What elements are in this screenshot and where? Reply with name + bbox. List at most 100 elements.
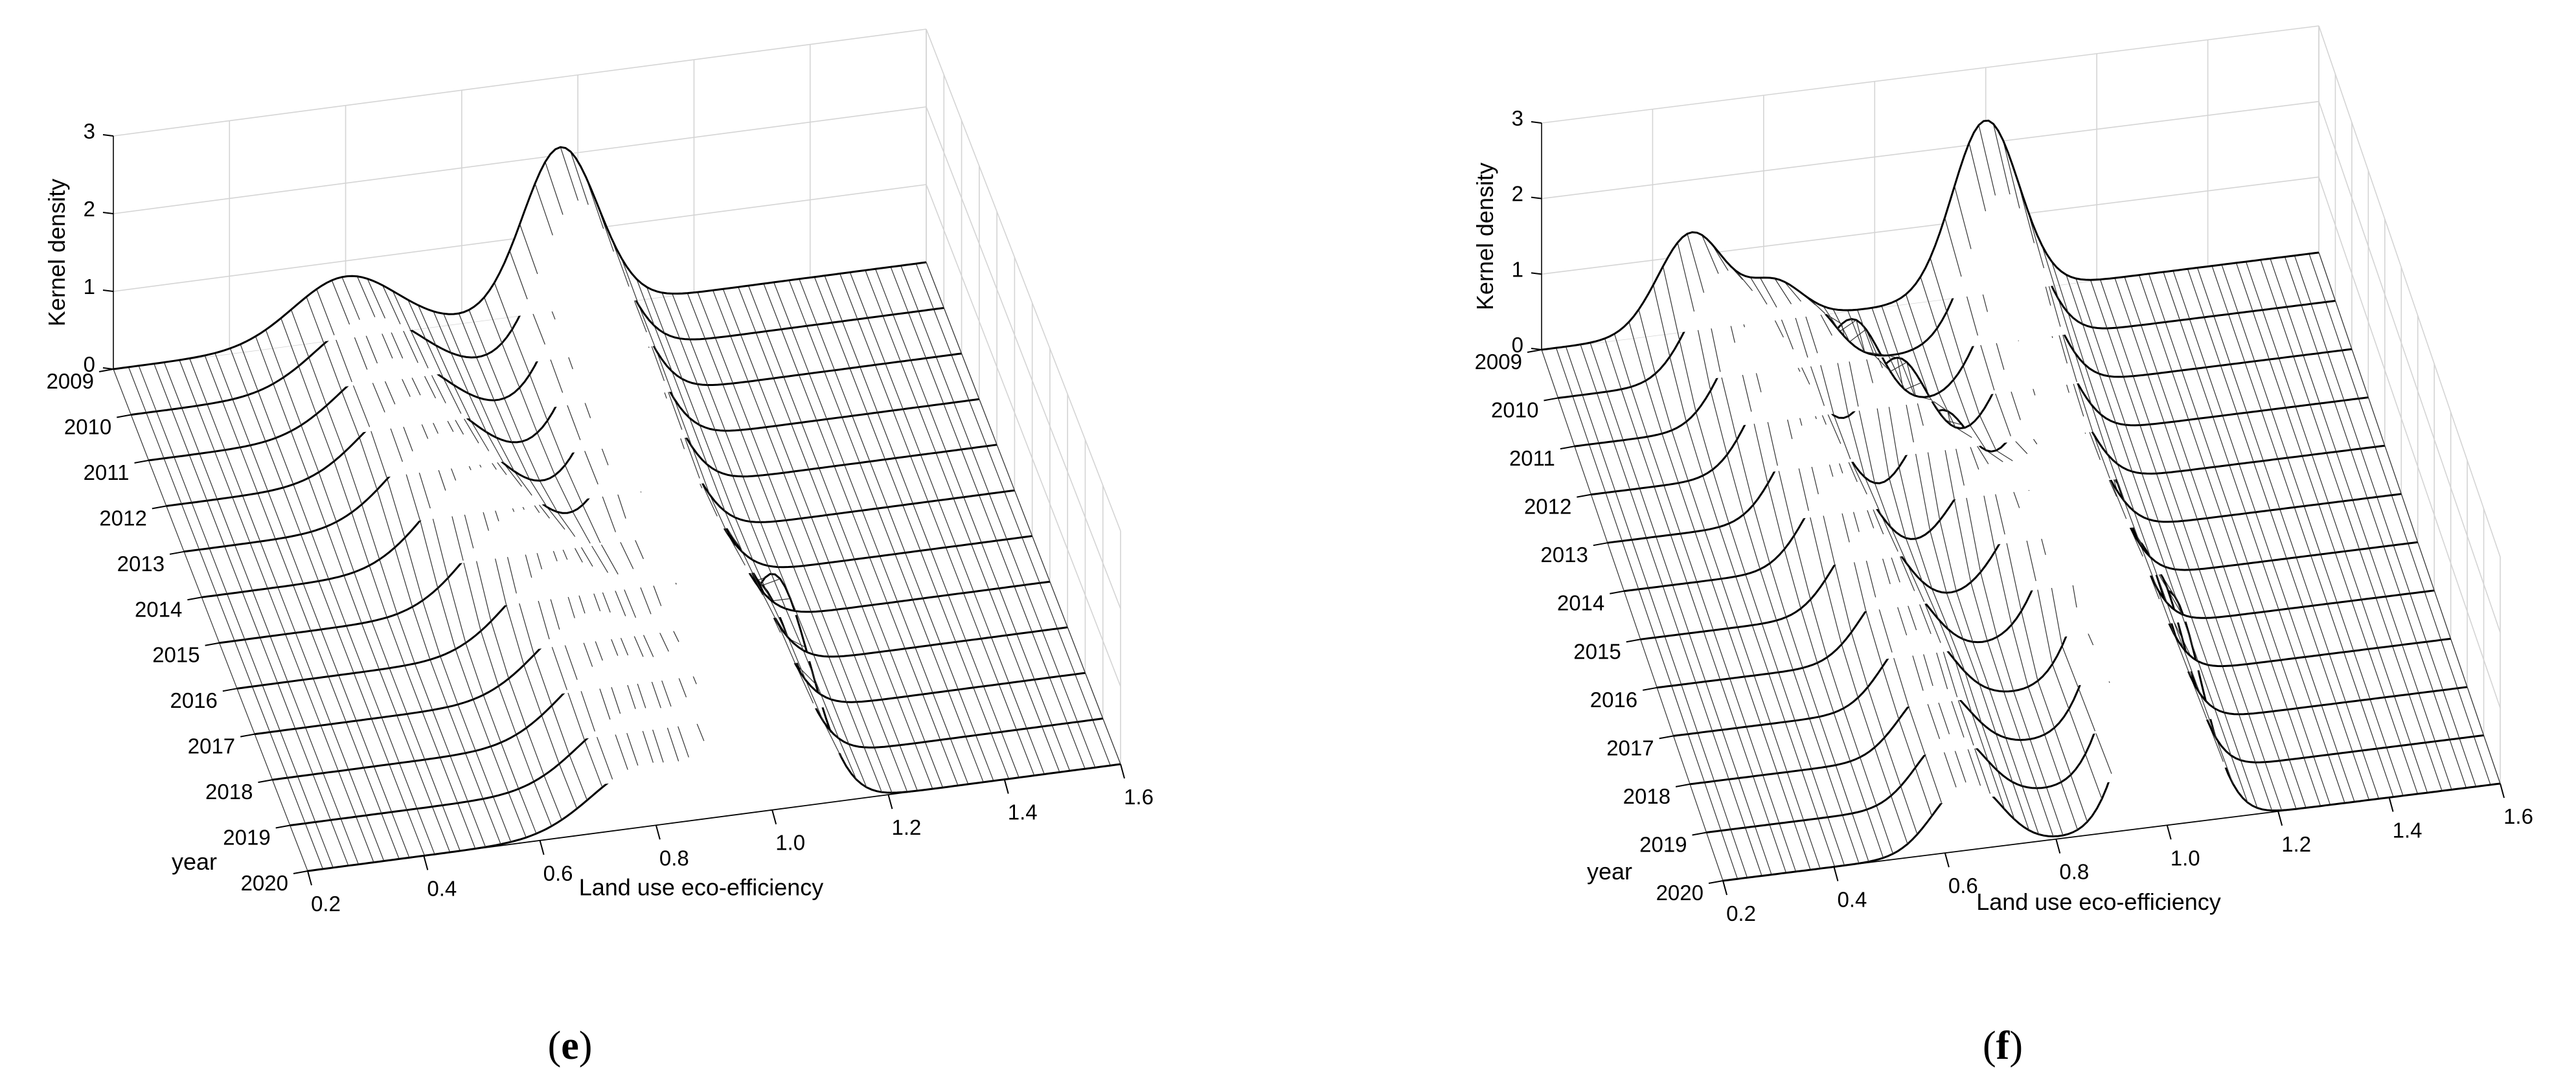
- x-tick-mark: [887, 794, 893, 809]
- ridge-curve-2009: [1541, 119, 2320, 351]
- panel-f-chart: 0.2 0.4 0.6 0.8 1.0 1.2 1.4 1.6 Land use eco-eff…: [1472, 25, 2533, 925]
- y-axis-label: year: [1587, 858, 1632, 885]
- x-tick-mark: [2055, 839, 2061, 854]
- x-tick-mark: [2277, 811, 2283, 826]
- year-tick-mark: [117, 414, 131, 418]
- x-tick-label: 0.4: [1837, 888, 1867, 912]
- ridge-face-2020: [1723, 591, 2500, 881]
- x-tick-label: 0.4: [427, 876, 457, 900]
- year-tick-mark: [169, 550, 185, 555]
- year-tick-label: 2010: [1491, 398, 1538, 422]
- x-tick-label: 1.0: [775, 831, 805, 855]
- year-tick-label: 2019: [223, 826, 270, 850]
- year-tick-label: 2009: [47, 369, 94, 393]
- year-tick-mark: [152, 505, 166, 510]
- year-tick-label: 2015: [1573, 639, 1621, 663]
- year-tick-label: 2019: [1639, 832, 1687, 856]
- year-tick-label: 2017: [188, 734, 235, 758]
- front-axis-line: [1722, 783, 2501, 881]
- panel-e-label: (e): [548, 1024, 593, 1068]
- year-tick-label: 2017: [1606, 736, 1654, 760]
- x-tick-label: 1.4: [1008, 800, 1038, 824]
- z-tick-label: 3: [84, 119, 95, 143]
- ridge-face-2010: [1558, 191, 2336, 398]
- year-tick-label: 2013: [1540, 543, 1588, 567]
- ridge-face-2014: [1624, 418, 2402, 591]
- z-tick-mark: [102, 289, 114, 292]
- year-tick-mark: [222, 688, 238, 692]
- year-tick-label: 2018: [1623, 784, 1670, 808]
- x-tick-mark: [1833, 866, 1839, 881]
- x-tick-mark: [2388, 797, 2394, 812]
- z-tick-mark: [102, 134, 114, 137]
- panel-f-letter: f: [1996, 1024, 2011, 1068]
- back-wall-gridline: [113, 106, 927, 214]
- y-axis-label: year: [172, 848, 217, 875]
- year-tick-mark: [258, 779, 273, 784]
- x-tick-label: 1.4: [2393, 818, 2422, 842]
- year-tick-label: 2012: [1524, 495, 1571, 519]
- x-tick-mark: [1944, 852, 1950, 868]
- x-tick-mark: [307, 870, 312, 886]
- z-tick-label: 2: [1512, 182, 1523, 206]
- year-tick-label: 2010: [64, 414, 111, 438]
- year-tick-mark: [187, 596, 202, 601]
- year-tick-mark: [1708, 880, 1724, 884]
- year-tick-mark: [1675, 783, 1691, 787]
- year-tick-label: 2009: [1475, 350, 1522, 374]
- x-tick-label: 1.2: [2281, 832, 2311, 856]
- year-tick-label: 2011: [1509, 446, 1555, 470]
- ridge-face-2013: [184, 352, 997, 552]
- year-tick-mark: [1610, 590, 1624, 594]
- year-tick-label: 2020: [241, 871, 288, 895]
- side-wall-gridline: [926, 106, 1121, 609]
- z-tick-mark: [102, 212, 114, 214]
- panel-f-label: (f): [1983, 1024, 2023, 1068]
- x-tick-label: 0.8: [2059, 860, 2089, 884]
- side-wall-gridline: [926, 28, 1121, 532]
- x-tick-label: 0.6: [1948, 874, 1978, 898]
- year-tick-label: 2018: [205, 780, 253, 804]
- ridge-face-2015: [219, 457, 1032, 643]
- year-tick-label: 2014: [1557, 591, 1604, 615]
- z-axis-label: Kernel density: [1472, 163, 1498, 310]
- year-tick-mark: [275, 824, 290, 829]
- year-tick-label: 2011: [84, 460, 130, 484]
- x-tick-label: 0.8: [659, 846, 689, 870]
- x-tick-mark: [1722, 880, 1727, 896]
- x-tick-label: 1.2: [891, 815, 921, 839]
- back-wall-gridline: [1541, 25, 2320, 124]
- ridge-mesh-2010: [130, 200, 963, 461]
- x-tick-label: 0.6: [543, 861, 573, 885]
- year-tick-label: 2016: [170, 688, 217, 712]
- year-tick-label: 2016: [1590, 688, 1637, 712]
- side-wall-gridline: [2318, 177, 2501, 708]
- z-tick-label: 1: [84, 275, 95, 299]
- year-tick-mark: [1659, 735, 1674, 740]
- x-axis-label: Land use eco-efficiency: [579, 874, 824, 901]
- x-tick-mark: [2500, 783, 2505, 798]
- side-wall-gridline: [2318, 25, 2501, 558]
- x-tick-mark: [423, 855, 429, 870]
- year-tick-mark: [1527, 349, 1542, 353]
- z-tick-mark: [1531, 348, 1542, 350]
- ridge-mesh-2017: [1673, 517, 2468, 785]
- ridge-face-2014: [201, 405, 1015, 598]
- front-axis-line: [307, 764, 1121, 872]
- year-tick-mark: [1577, 493, 1591, 498]
- ridge-curve-2009: [113, 146, 927, 370]
- x-tick-mark: [2166, 825, 2172, 840]
- year-tick-mark: [98, 368, 114, 372]
- x-tick-label: 1.6: [2503, 804, 2533, 828]
- panel-e-letter: e: [561, 1024, 579, 1068]
- z-tick-label: 0: [1512, 333, 1523, 357]
- ridge-mesh-2018: [1689, 543, 2485, 833]
- ridge-face-2009: [113, 147, 926, 369]
- year-tick-label: 2013: [117, 552, 165, 576]
- z-tick-mark: [102, 367, 114, 370]
- x-axis-label: Land use eco-efficiency: [1976, 888, 2221, 915]
- z-tick-label: 1: [1512, 257, 1523, 281]
- year-tick-label: 2014: [135, 597, 182, 621]
- panel-e-chart: 0.2 0.4 0.6 0.8 1.0 1.2 1.4 1.6 Land use eco-eff…: [43, 28, 1154, 916]
